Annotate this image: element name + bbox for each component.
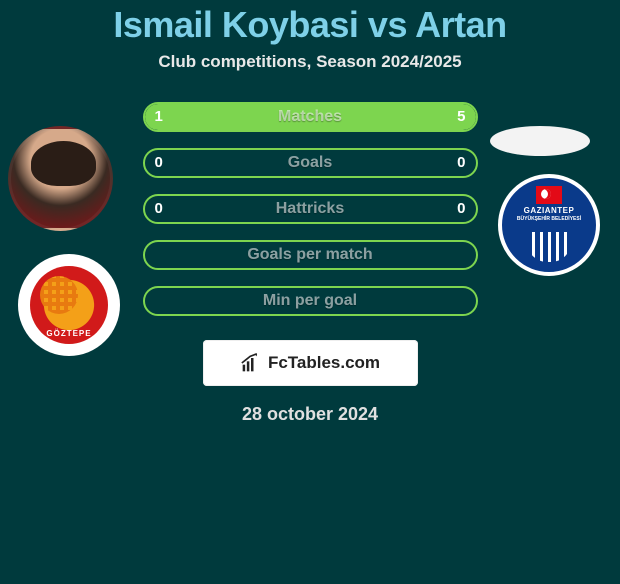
club-right-badge: GAZIANTEP BÜYÜKŞEHİR BELEDİYESİ [498,174,600,276]
stat-row: Min per goal [143,286,478,316]
date-label: 28 october 2024 [0,404,620,425]
stat-value-right: 5 [457,104,465,130]
player-right-photo [490,126,590,156]
stat-row: Goals per match [143,240,478,270]
club-right-sublabel: BÜYÜKŞEHİR BELEDİYESİ [502,216,596,222]
stat-row: Hattricks0 0 [143,194,478,224]
stat-row: Goals0 0 [143,148,478,178]
club-right-label: GAZIANTEP [502,206,596,215]
stat-row: Matches1 5 [143,102,478,132]
club-left-badge: GÖZTEPE [18,254,120,356]
watermark-text: FcTables.com [268,353,380,373]
club-left-label: GÖZTEPE [30,329,108,338]
stat-label: Goals [145,150,476,176]
stat-label: Goals per match [145,242,476,268]
stat-value-left: 0 [155,150,163,176]
flag-icon [536,186,562,204]
subtitle: Club competitions, Season 2024/2025 [0,52,620,72]
stat-label: Min per goal [145,288,476,314]
stat-label: Hattricks [145,196,476,222]
watermark: FcTables.com [203,340,418,386]
stat-value-left: 0 [155,196,163,222]
chart-icon [240,353,262,373]
stat-value-left: 1 [155,104,163,130]
player-left-photo [8,126,113,231]
stat-label: Matches [145,104,476,130]
stat-value-right: 0 [457,196,465,222]
club-right-stripes [527,232,571,262]
page-title: Ismail Koybasi vs Artan [0,4,620,46]
stat-value-right: 0 [457,150,465,176]
